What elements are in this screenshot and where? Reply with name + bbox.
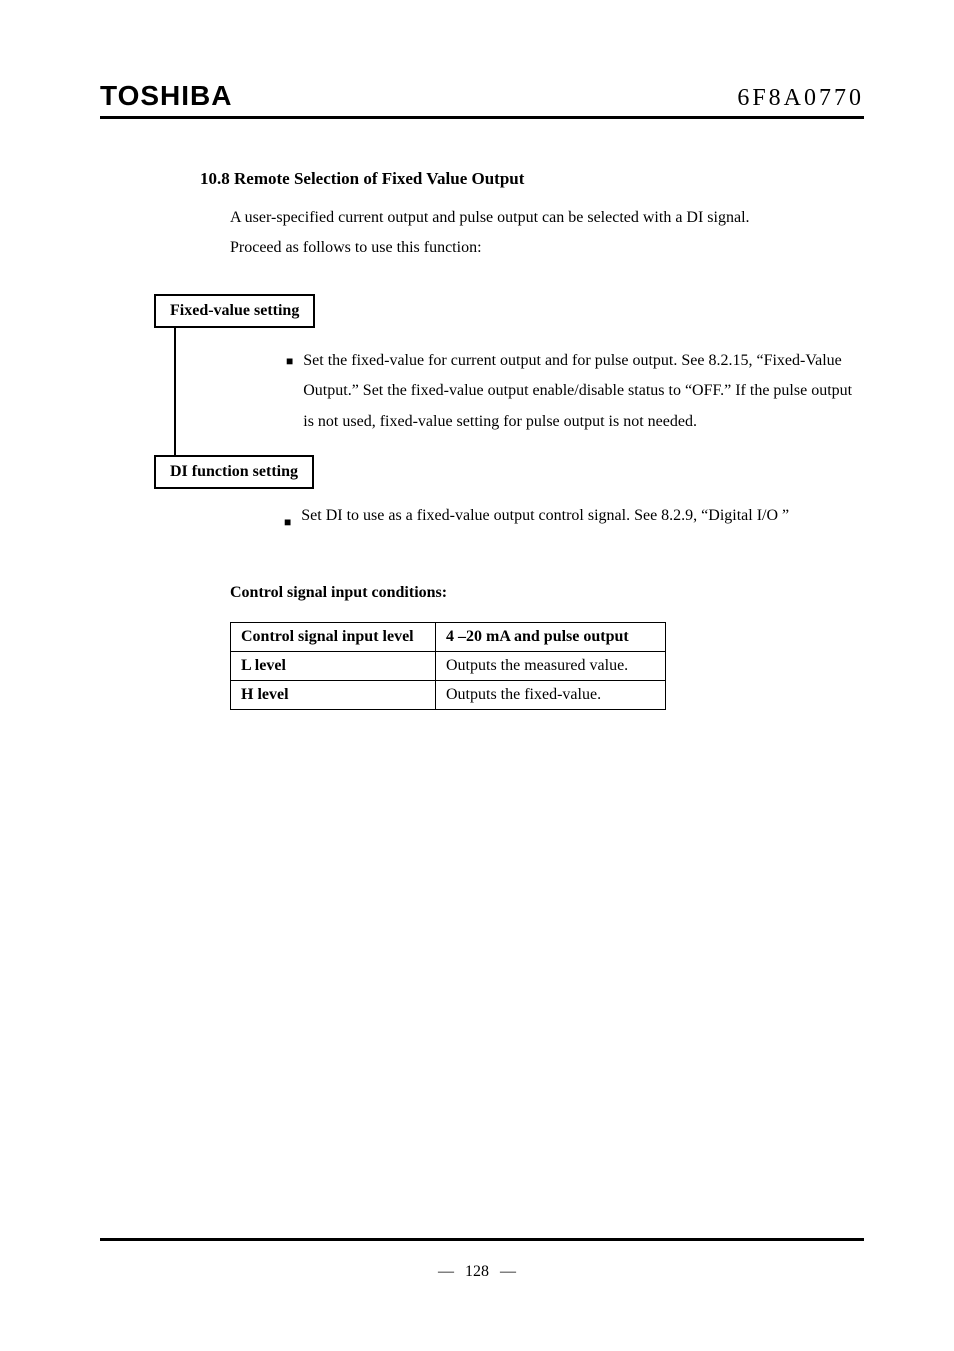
page-number: — 128 — [0, 1263, 954, 1281]
table-header-level: Control signal input level [231, 622, 436, 651]
table-row: L level Outputs the measured value. [231, 651, 666, 680]
section-intro: A user-specified current output and puls… [230, 203, 864, 264]
intro-line-1: A user-specified current output and puls… [230, 203, 864, 233]
bullet-icon: ■ [284, 507, 291, 534]
cell-level: H level [231, 680, 436, 709]
flow-box-fixed-value: Fixed-value setting [154, 294, 315, 328]
cell-level: L level [231, 651, 436, 680]
page-number-value: 128 [465, 1263, 489, 1280]
signal-conditions-table: Control signal input level 4 –20 mA and … [230, 622, 666, 710]
flow-box-di-function: DI function setting [154, 455, 314, 489]
brand-logo: TOSHIBA [100, 80, 233, 112]
bullet-icon: ■ [286, 346, 293, 437]
intro-line-2: Proceed as follows to use this function: [230, 233, 864, 263]
flow-content-2: ■ Set DI to use as a fixed-value output … [284, 489, 864, 534]
flow-content-1: ■ Set the fixed-value for current output… [174, 328, 864, 455]
flow-bullet-2: Set DI to use as a fixed-value output co… [301, 507, 789, 534]
cell-output: Outputs the fixed-value. [436, 680, 666, 709]
footer-rule [100, 1238, 864, 1241]
section-heading: 10.8 Remote Selection of Fixed Value Out… [200, 169, 864, 189]
table-row: H level Outputs the fixed-value. [231, 680, 666, 709]
page-header: TOSHIBA 6F8A0770 [100, 80, 864, 119]
flow-bullet-1: Set the fixed-value for current output a… [303, 346, 864, 437]
flow-diagram: Fixed-value setting ■ Set the fixed-valu… [130, 294, 864, 534]
table-caption: Control signal input conditions: [230, 584, 864, 602]
cell-output: Outputs the measured value. [436, 651, 666, 680]
table-header-output: 4 –20 mA and pulse output [436, 622, 666, 651]
document-number: 6F8A0770 [737, 85, 864, 112]
